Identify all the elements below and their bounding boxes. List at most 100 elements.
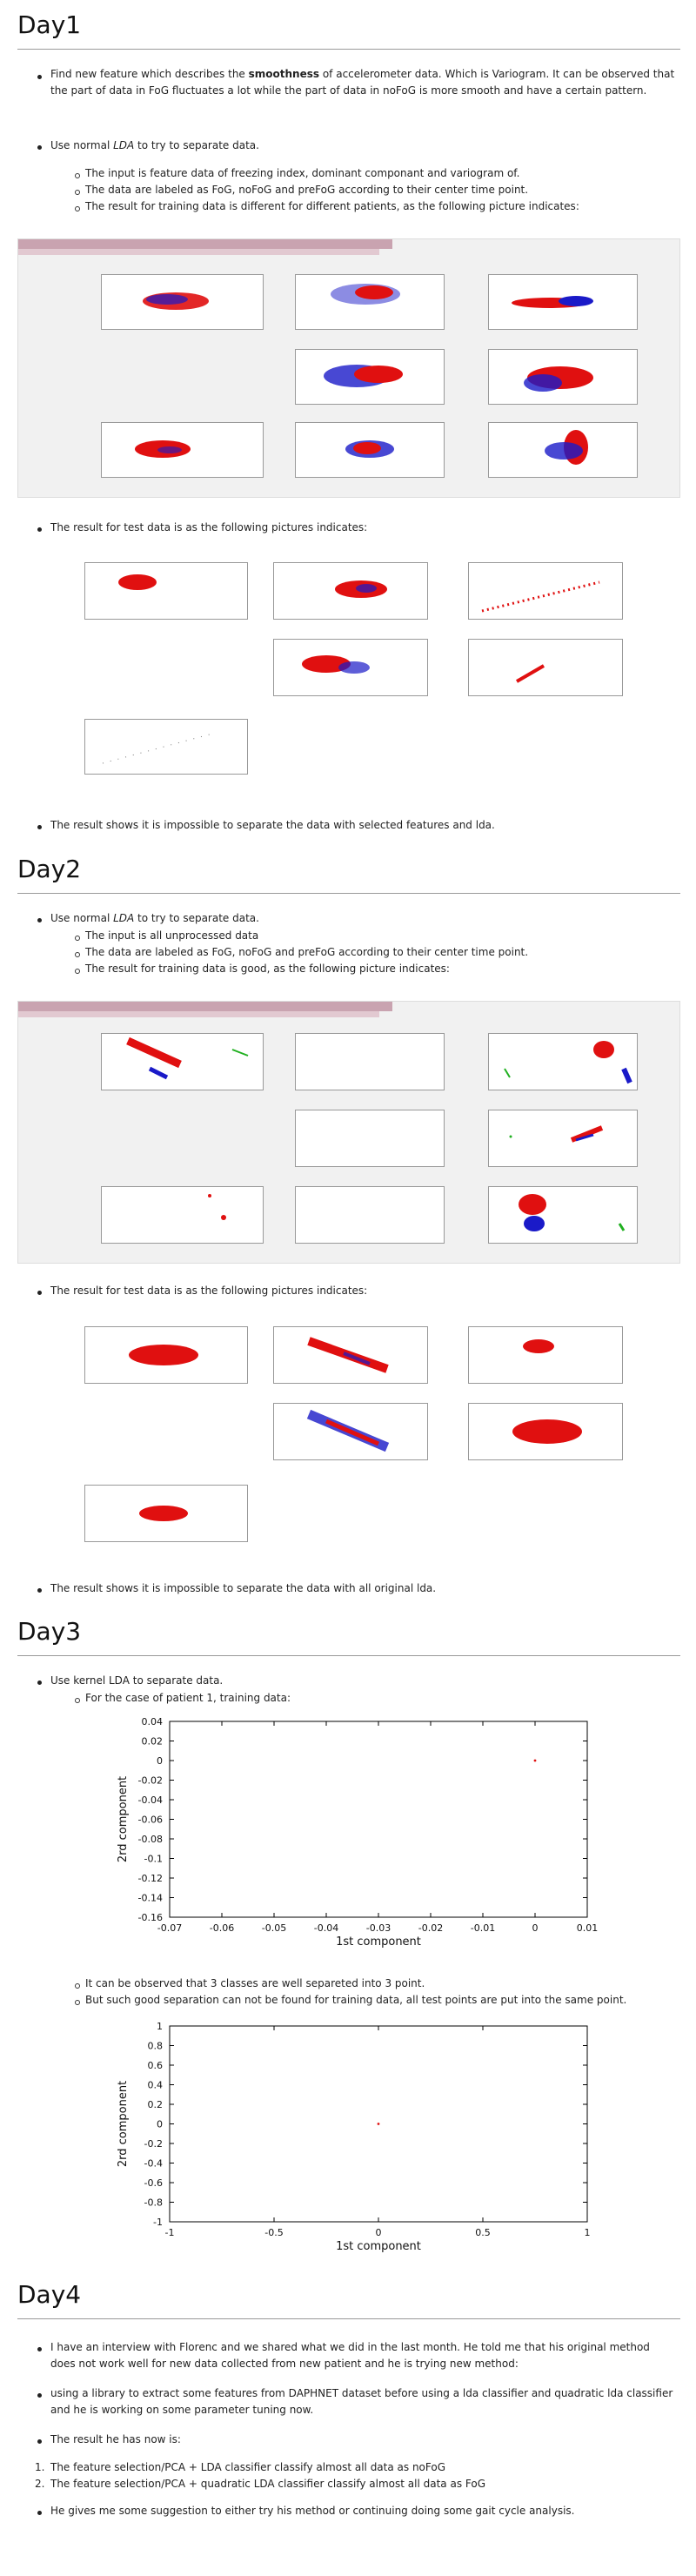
list-number: 1. [35,2461,45,2473]
kernel-lda-test-chart: 1 0.8 0.6 0.4 0.2 0 -0.2 -0.4 -0.6 -0.8 -1-1 -0.5 0 0… [117,2021,591,2253]
scatter-panel [101,1033,264,1090]
x-tick-label: -0.07 [157,1922,182,1934]
sub-bullet [75,173,80,178]
test-panel [468,639,623,696]
y-tick-label: -0.6 [144,2177,163,2189]
x-tick-label: -0.05 [262,1922,286,1934]
y-tick-label: 0.2 [148,2099,164,2110]
test-panel [84,562,248,620]
scatter-panel [488,1186,638,1244]
y-tick-label: 0.6 [148,2060,164,2071]
scatter-panel [488,422,638,478]
bullet [37,1291,42,1295]
day1-variogram-text: Find new feature which describes the smo… [50,68,675,97]
sub-bullet [75,1983,80,1989]
y-tick-label: -0.04 [138,1794,163,1806]
test-panel [468,1403,623,1460]
y-tick-label: -0.1 [144,1854,163,1865]
day2-sub1: The input is all unprocessed data [85,929,259,942]
scatter-panel [295,1033,445,1090]
y-tick-label: 1 [157,2021,163,2032]
x-tick-label: -0.02 [418,1922,443,1934]
y-tick-label: -0.4 [144,2158,163,2170]
scatter-panel [295,1110,445,1167]
sub-bullet [75,190,80,195]
list-number: 2. [35,2478,45,2490]
scatter-panel [488,274,638,330]
bullet [37,2347,42,2351]
day2-heading: Day2 [17,855,82,883]
test-panel [84,1485,248,1542]
day4-rule [17,2318,680,2319]
test-panel [273,1326,428,1384]
y-tick-label: -0.8 [144,2197,163,2209]
x-tick-label: 0 [532,1922,539,1934]
data-point [377,2123,380,2125]
scatter-panel [295,1186,445,1244]
x-tick-label: -0.5 [264,2227,283,2238]
y-tick-label: 0.8 [148,2041,164,2052]
sub-bullet [75,1698,80,1703]
y-axis-label: 2rd component [117,2081,130,2167]
y-tick-label: 0 [157,1755,163,1767]
day1-rule [17,49,680,50]
y-tick-label: -0.02 [138,1775,163,1787]
test-panel [84,1326,248,1384]
x-tick-label: -1 [165,2227,175,2238]
bullet [37,1588,42,1593]
day1-lda-text: Use normal LDA to try to separate data. [50,139,259,151]
day3-sub2: It can be observed that 3 classes are we… [85,1977,425,1989]
plot-area [169,1721,588,1918]
bullet [37,825,42,829]
sub-bullet [75,936,80,941]
scatter-panel [101,1186,264,1244]
test-panel [468,1326,623,1384]
x-tick-label: -0.06 [210,1922,234,1934]
y-tick-label: -0.12 [138,1873,163,1884]
day1-sub2: The data are labeled as FoG, noFoG and p… [85,184,529,196]
day2-lda-text: Use normal LDA to try to separate data. [50,912,259,924]
y-tick-label: 0.02 [142,1736,164,1748]
x-tick-label: -0.03 [366,1922,391,1934]
day2-training-screenshot [17,1001,680,1264]
x-tick-label: 0.5 [475,2227,491,2238]
day4-result-2: The feature selection/PCA + quadratic LD… [50,2478,485,2490]
day1-conclusion: The result shows it is impossible to sep… [50,819,495,831]
test-panel [273,562,428,620]
sub-bullet [75,969,80,974]
x-axis-label: 1st component [336,1935,421,1949]
day2-test-text: The result for test data is as the follo… [50,1285,368,1297]
day2-sub3: The result for training data is good, as… [85,963,450,975]
day3-sub3: But such good separation can not be foun… [85,1994,627,2006]
day4-library-text: using a library to extract some features… [50,2387,673,2416]
bullet [37,145,42,150]
y-tick-label: 0.04 [142,1716,164,1727]
day4-result-1: The feature selection/PCA + LDA classifi… [50,2461,446,2473]
day2-rule [17,893,680,894]
x-axis-label: 1st component [336,2240,421,2253]
data-point [533,1759,537,1762]
day1-sub1: The input is feature data of freezing in… [85,167,520,179]
y-tick-label: -1 [153,2217,163,2228]
day1-test-text: The result for test data is as the follo… [50,521,368,533]
bullet [37,1680,42,1685]
x-tick-label: -0.04 [314,1922,338,1934]
bullet [37,2511,42,2515]
test-panel [273,1403,428,1460]
x-tick-label: 1 [585,2227,591,2238]
sub-bullet [75,206,80,211]
day4-suggestion-text: He gives me some suggestion to either tr… [50,2505,575,2517]
x-tick-label: 0.01 [577,1922,599,1934]
y-tick-label: 0 [157,2119,163,2130]
scatter-panel [295,274,445,330]
scatter-panel [488,1110,638,1167]
day3-rule [17,1655,680,1656]
day3-heading: Day3 [17,1617,82,1646]
bullet [37,918,42,922]
scatter-panel [101,422,264,478]
x-tick-label: 0 [376,2227,382,2238]
y-tick-label: -0.2 [144,2138,163,2150]
test-panel [273,639,428,696]
y-tick-label: -0.08 [138,1834,163,1845]
day3-kernel-text: Use kernel LDA to separate data. [50,1674,224,1687]
